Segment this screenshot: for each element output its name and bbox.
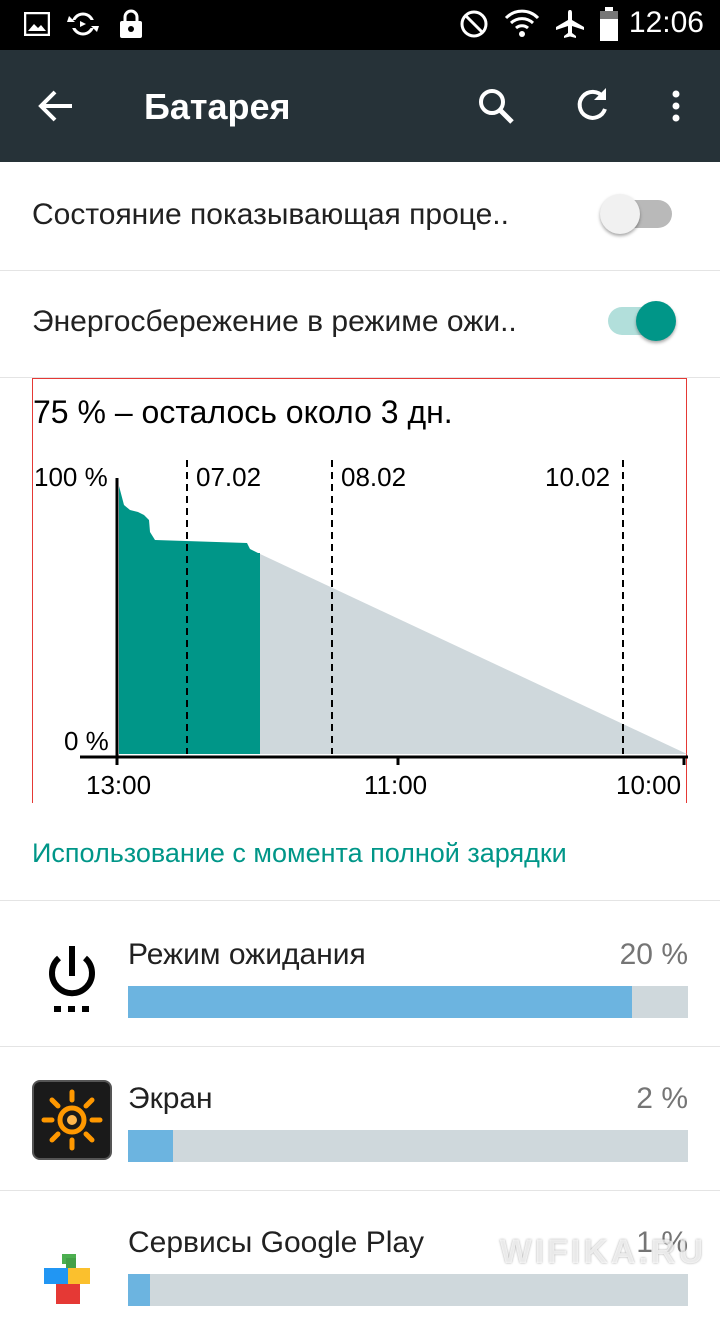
date-label: 08.02 (341, 462, 406, 492)
usage-bar-fill (128, 986, 632, 1018)
usage-item-screen[interactable]: Экран 2 % (0, 1046, 720, 1190)
overflow-menu-button[interactable] (648, 78, 704, 134)
power-saving-toggle[interactable] (608, 301, 676, 341)
page-title: Батарея (144, 86, 291, 127)
usage-bar-fill (128, 1274, 151, 1306)
usage-bar (128, 1130, 688, 1162)
setting-label: Состояние показывающая проце.. (32, 198, 509, 231)
search-icon (479, 89, 514, 124)
watermark: WIFIKA.RU (499, 1233, 706, 1271)
usage-item-standby[interactable]: Режим ожидания 20 % (0, 902, 720, 1046)
divider (0, 900, 720, 901)
battery-graph: 100 % 0 % 07.02 08.02 10.02 13:00 11:00 … (34, 460, 688, 800)
battery-icon (600, 7, 618, 41)
date-label: 07.02 (196, 462, 261, 492)
y-bottom-label: 0 % (64, 726, 109, 756)
time-label: 13:00 (86, 770, 151, 800)
usage-section-header: Использование с момента полной зарядки (32, 838, 567, 868)
setting-row-power-saving[interactable]: Энергосбережение в режиме ожи.. (0, 271, 720, 378)
setting-row-percentage[interactable]: Состояние показывающая проце.. (0, 164, 720, 271)
setting-label: Энергосбережение в режиме ожи.. (32, 305, 517, 338)
lock-icon (120, 9, 142, 38)
usage-bar (128, 986, 688, 1018)
time-label: 11:00 (364, 770, 427, 800)
time-label: 10:00 (616, 770, 681, 800)
status-bar: 12:06 (0, 0, 720, 50)
back-button[interactable] (28, 78, 84, 134)
toggle-thumb (600, 194, 640, 234)
projected-area (258, 553, 687, 754)
sync-icon (67, 12, 99, 36)
wifi-icon (504, 9, 540, 37)
usage-bar-fill (128, 1130, 173, 1162)
more-vert-icon (672, 90, 680, 122)
airplane-icon (556, 10, 584, 38)
date-label: 10.02 (545, 462, 610, 492)
do-not-disturb-icon (460, 10, 488, 38)
y-top-label: 100 % (34, 462, 108, 492)
divider (0, 1190, 720, 1191)
usage-item-percent: 1 % (636, 1226, 688, 1259)
divider (0, 1046, 720, 1047)
battery-summary: 75 % – осталось около 3 дн. (33, 394, 453, 430)
battery-graph-frame (32, 378, 687, 803)
refresh-button[interactable] (564, 78, 620, 134)
usage-bar (128, 1274, 688, 1306)
usage-item-name: Режим ожидания (128, 938, 366, 971)
usage-item-name: Экран (128, 1082, 213, 1115)
percentage-toggle[interactable] (600, 194, 672, 234)
used-area (119, 486, 260, 754)
usage-item-name: Сервисы Google Play (128, 1226, 425, 1259)
toggle-thumb (636, 301, 676, 341)
toolbar: Батарея (0, 50, 720, 162)
image-icon (24, 12, 50, 36)
usage-item-percent: 2 % (636, 1082, 688, 1115)
usage-item-percent: 20 % (619, 938, 688, 971)
google-play-services-icon (44, 1254, 90, 1304)
search-button[interactable] (468, 78, 524, 134)
refresh-icon (577, 88, 607, 120)
power-icon (49, 946, 95, 1012)
brightness-icon (32, 1080, 112, 1160)
status-time: 12:06 (628, 6, 704, 39)
arrow-back-icon (38, 90, 72, 122)
